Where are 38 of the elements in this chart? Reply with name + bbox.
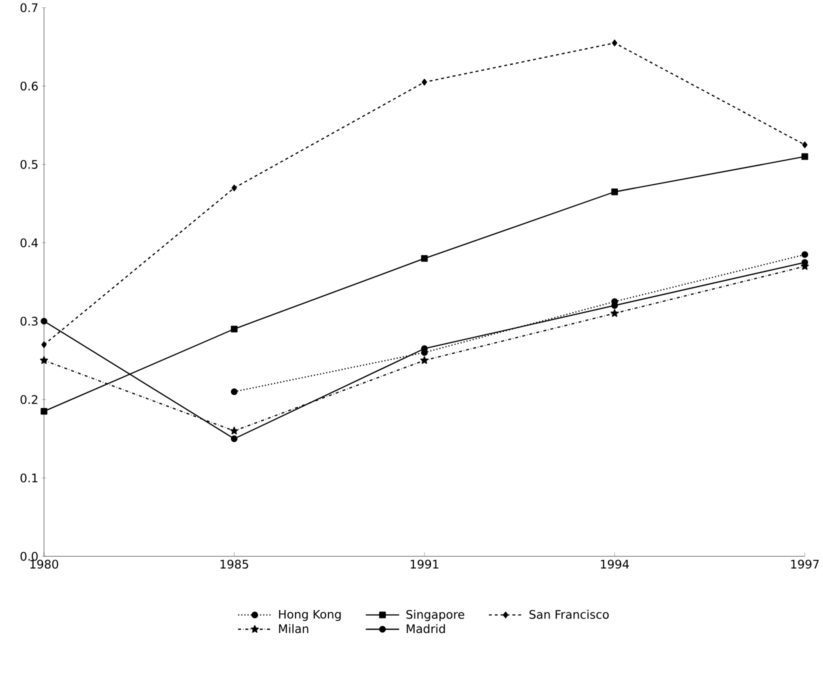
x-tick-label: 1980	[30, 560, 58, 568]
y-tick-label: 0.0	[20, 552, 38, 561]
legend-label: Hong Kong	[279, 610, 341, 621]
point	[422, 78, 428, 86]
legend-label: Singapore	[406, 610, 464, 621]
x-tick-label: 1985	[220, 560, 248, 568]
y-tick-label: 0.3	[20, 316, 38, 326]
point	[41, 341, 47, 348]
point	[230, 426, 238, 434]
point	[420, 356, 428, 364]
point	[421, 345, 428, 352]
point	[230, 435, 238, 442]
point	[421, 254, 428, 262]
x-tick-label: 1991	[410, 560, 438, 568]
point	[230, 325, 238, 332]
legend-label: Milan	[279, 624, 308, 633]
point	[802, 141, 808, 148]
point	[610, 308, 619, 317]
point	[40, 408, 48, 414]
point	[232, 184, 237, 192]
point	[612, 39, 618, 46]
y-tick-label: 0.7	[20, 3, 38, 12]
y-tick-label: 0.5	[20, 160, 38, 169]
legend-label: San Francisco	[530, 610, 609, 619]
point	[611, 188, 618, 195]
point	[801, 153, 808, 160]
point	[230, 388, 238, 395]
x-tick-label: 1997	[791, 560, 819, 568]
y-tick-label: 0.6	[20, 81, 38, 90]
legend-label: Madrid	[406, 624, 445, 633]
y-tick-label: 0.1	[20, 473, 38, 482]
y-tick-label: 0.2	[20, 394, 38, 404]
point	[801, 251, 808, 258]
point	[40, 318, 48, 324]
point	[40, 356, 48, 364]
y-tick-label: 0.4	[20, 238, 38, 248]
x-tick-label: 1994	[600, 560, 629, 568]
point	[801, 258, 808, 266]
